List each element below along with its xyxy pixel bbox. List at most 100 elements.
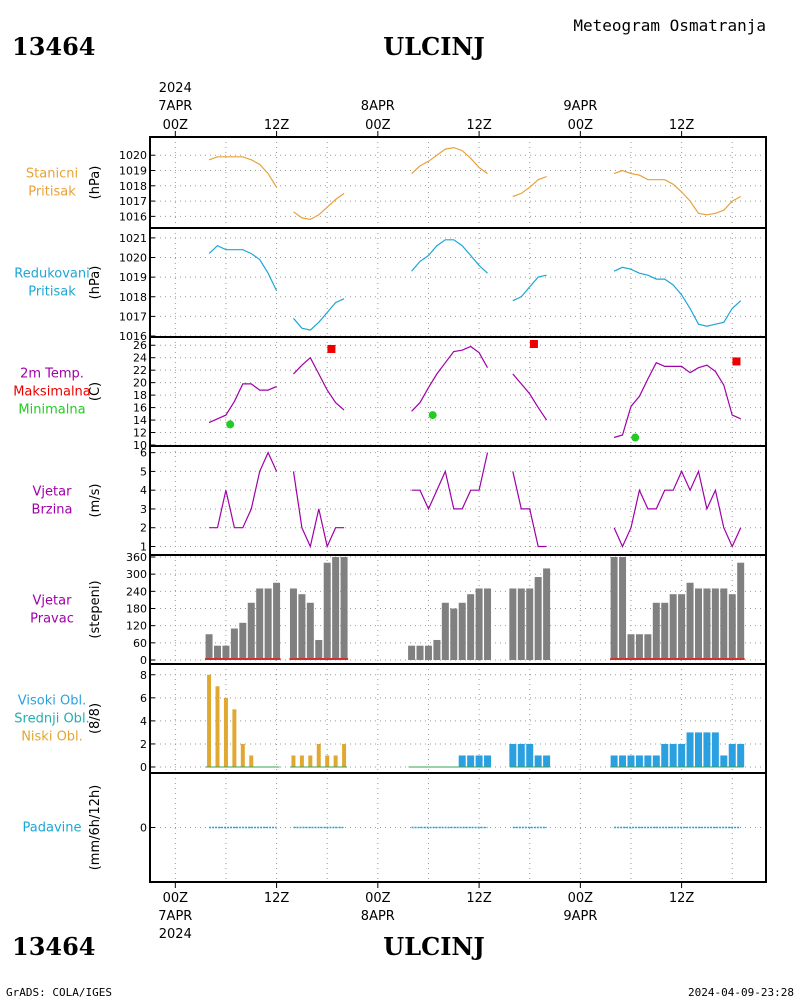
y-tick-label: 1017	[119, 310, 147, 323]
bottom-tick-hour: 00Z	[365, 891, 391, 906]
top-tick-year: 2024	[159, 81, 192, 96]
series-line	[613, 266, 742, 327]
y-axis-label: (hPa)	[88, 166, 103, 200]
direction-bar	[627, 634, 635, 660]
direction-bar	[652, 602, 660, 660]
direction-bar	[323, 562, 331, 660]
top-tick-day: 9APR	[563, 99, 597, 114]
direction-bar	[635, 634, 643, 660]
high-cloud-bar	[534, 755, 542, 767]
direction-bar	[686, 582, 694, 660]
series-line	[411, 345, 489, 412]
y-tick-label: 16	[133, 402, 147, 415]
direction-bar	[256, 588, 264, 660]
direction-bar	[484, 588, 492, 660]
bottom-tick-hour: 00Z	[568, 891, 594, 906]
y-axis-label: (m/s)	[88, 484, 103, 518]
direction-bar	[678, 594, 686, 660]
top-tick-hour: 00Z	[365, 118, 391, 133]
y-tick-label: 22	[133, 364, 147, 377]
high-cloud-bar	[627, 755, 635, 767]
bottom-tick-hour: 12Z	[669, 891, 695, 906]
panel-label: Srednji Obl.	[14, 712, 89, 727]
high-cloud-bar	[711, 732, 719, 767]
y-tick-label: 300	[126, 568, 147, 581]
panel-label: 2m Temp.	[20, 367, 84, 382]
direction-bar	[728, 594, 736, 660]
panel-frame	[149, 136, 767, 229]
panel-precipitation: 0 (mm/6h/12h) Padavine	[23, 772, 767, 883]
y-tick-label: 6	[140, 692, 147, 705]
direction-bar	[424, 645, 432, 660]
panel-frame	[149, 772, 767, 883]
y-tick-label: 1	[140, 540, 147, 553]
direction-bar	[517, 588, 525, 660]
direction-bar	[720, 588, 728, 660]
bottom-tick-hour: 12Z	[264, 891, 290, 906]
high-cloud-bar	[543, 755, 551, 767]
panel-reduced_pressure: 1021 1020 1019 1018 1017 1016 (hPa)Redukovani P…	[14, 227, 767, 343]
direction-bar	[703, 588, 711, 660]
direction-bar	[509, 588, 517, 660]
direction-bar	[694, 588, 702, 660]
high-cloud-bar	[720, 755, 728, 767]
panel-label: Padavine	[23, 821, 82, 836]
y-axis-label: (C)	[88, 382, 103, 401]
direction-bar	[332, 557, 340, 660]
y-tick-label: 3	[140, 503, 147, 516]
y-tick-label: 1019	[119, 165, 147, 178]
direction-bar	[661, 602, 669, 660]
panel-label: Pravac	[30, 612, 74, 627]
y-tick-label: 0	[140, 654, 147, 667]
y-tick-label: 4	[140, 484, 147, 497]
y-tick-label: 18	[133, 389, 147, 402]
low-cloud-bar	[223, 697, 228, 767]
high-cloud-bar	[661, 743, 669, 767]
panel-wind_speed: 6 5 4 3 2 1 (m/s) Vjetar Brzina	[32, 445, 767, 556]
y-tick-label: 0	[140, 822, 147, 835]
y-tick-label: 1020	[119, 149, 147, 162]
panel-label: Maksimalna	[13, 385, 91, 400]
direction-bar	[433, 639, 441, 660]
panel-label: Vjetar	[33, 485, 73, 500]
plot-area	[208, 339, 741, 442]
plot-area	[206, 674, 745, 768]
y-tick-label: 1018	[119, 291, 147, 304]
y-tick-label: 5	[140, 465, 147, 478]
top-tick-hour: 12Z	[466, 118, 492, 133]
series-line	[411, 452, 489, 511]
low-cloud-bar	[291, 755, 296, 767]
y-tick-label: 360	[126, 551, 147, 564]
series-line	[613, 469, 742, 548]
high-cloud-bar	[610, 755, 618, 767]
y-axis-label: (8/8)	[88, 703, 103, 734]
low-cloud-bar	[316, 743, 321, 767]
y-tick-label: 14	[133, 414, 147, 427]
series-line	[209, 451, 278, 529]
plot-area	[208, 146, 741, 221]
direction-bar	[230, 628, 238, 660]
high-cloud-bar	[635, 755, 643, 767]
y-tick-label: 1016	[119, 330, 147, 343]
high-cloud-bar	[467, 755, 475, 767]
y-tick-label: 180	[126, 603, 147, 616]
high-cloud-bar	[517, 743, 525, 767]
bottom-tick-day: 7APR	[158, 909, 192, 924]
panel-label: Pritisak	[28, 285, 76, 300]
direction-bar	[205, 634, 213, 660]
low-cloud-bar	[207, 674, 212, 767]
top-tick-hour: 12Z	[669, 118, 695, 133]
direction-bar	[264, 588, 272, 660]
bottom-tick-day: 9APR	[563, 909, 597, 924]
y-tick-label: 24	[133, 352, 147, 365]
direction-bar	[711, 588, 719, 660]
high-cloud-bar	[652, 755, 660, 767]
direction-bar	[619, 557, 627, 660]
time-axes: 00Z 7APR 2024 12Z 00Z 8APR 12Z 00Z 9APR 12Z 00Z 7AP…	[158, 81, 694, 942]
timestamp-text: 2024-04-09-23:28	[688, 986, 794, 999]
product-title: Meteogram Osmatranja	[573, 16, 766, 35]
low-cloud-bar	[249, 755, 254, 767]
panel-wind_direction: 360 300 240 180 120 60 0 (stepeni) Vjetar Pravac	[30, 551, 767, 667]
direction-bar	[610, 557, 618, 660]
